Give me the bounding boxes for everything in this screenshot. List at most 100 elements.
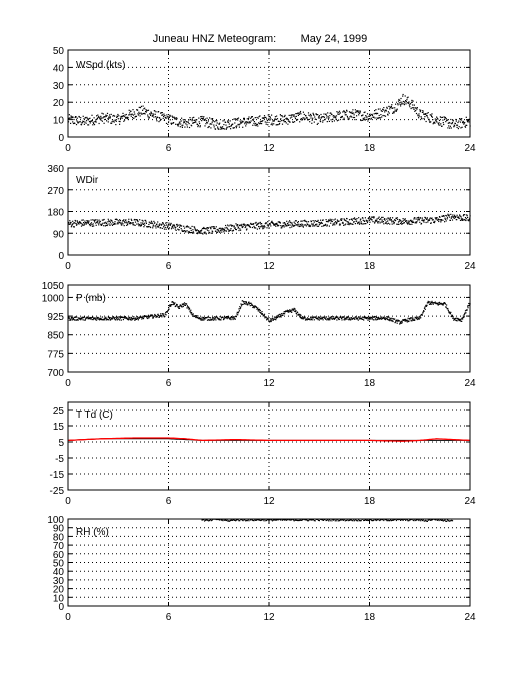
data-point	[345, 114, 347, 116]
data-point	[442, 122, 444, 124]
data-point	[296, 519, 298, 521]
data-point	[365, 223, 367, 225]
data-point	[428, 120, 431, 122]
data-point	[256, 223, 258, 225]
data-point	[98, 224, 100, 226]
data-point	[325, 220, 328, 223]
data-point	[387, 217, 389, 219]
data-point	[401, 103, 403, 105]
data-point	[387, 319, 389, 321]
data-point	[96, 316, 98, 319]
data-point	[274, 224, 276, 226]
data-point	[465, 124, 467, 126]
data-point	[199, 126, 201, 128]
data-point	[464, 219, 466, 221]
data-point	[395, 321, 397, 323]
data-point	[338, 318, 340, 320]
data-point	[397, 223, 399, 225]
data-point	[230, 317, 232, 319]
data-point	[194, 315, 196, 317]
data-point	[125, 221, 127, 223]
data-point	[204, 231, 206, 233]
data-point	[111, 224, 114, 226]
data-point	[238, 310, 240, 312]
data-point	[390, 219, 392, 221]
data-point	[333, 316, 335, 318]
data-point	[361, 317, 363, 319]
data-point	[366, 222, 369, 224]
data-point	[245, 520, 247, 522]
data-point	[412, 317, 414, 319]
data-point	[448, 214, 450, 216]
data-point	[406, 221, 408, 224]
data-point	[152, 224, 155, 226]
data-point	[278, 120, 280, 122]
data-point	[206, 122, 209, 124]
data-point	[111, 220, 113, 222]
data-point	[71, 117, 73, 119]
data-point	[219, 316, 221, 318]
data-point	[421, 217, 423, 219]
data-point	[234, 122, 236, 124]
data-point	[86, 118, 88, 120]
data-point	[253, 122, 255, 124]
data-point	[463, 214, 465, 216]
x-tick-label: 6	[166, 496, 172, 507]
data-point	[297, 519, 299, 522]
data-point	[462, 215, 464, 217]
panel-label: WDir	[76, 175, 99, 186]
data-point	[315, 220, 317, 222]
data-point	[334, 218, 336, 220]
data-point	[450, 118, 452, 121]
data-point	[208, 520, 210, 522]
data-point	[79, 220, 81, 223]
data-point	[404, 219, 406, 221]
data-point	[425, 305, 428, 307]
data-point	[122, 112, 124, 114]
data-point	[137, 114, 139, 116]
data-point	[414, 217, 416, 219]
data-point	[450, 315, 452, 318]
data-point	[463, 123, 465, 125]
data-point	[340, 219, 343, 221]
data-point	[362, 318, 364, 320]
data-point	[203, 226, 205, 229]
data-point	[396, 108, 398, 110]
data-point	[328, 117, 330, 119]
data-point	[258, 116, 260, 118]
data-point	[175, 226, 177, 228]
data-point	[88, 220, 90, 222]
data-point	[97, 220, 99, 222]
data-point	[422, 219, 424, 221]
data-point	[162, 222, 164, 224]
data-point	[245, 125, 247, 127]
data-point	[207, 120, 209, 122]
data-point	[390, 105, 392, 107]
data-point	[399, 323, 401, 325]
data-point	[233, 317, 235, 319]
data-point	[198, 121, 200, 123]
data-point	[276, 223, 278, 225]
data-point	[163, 224, 165, 226]
data-point	[330, 220, 333, 222]
data-point	[400, 322, 402, 324]
data-point	[301, 318, 303, 320]
data-point	[321, 519, 323, 521]
data-point	[118, 316, 120, 318]
data-point	[172, 301, 174, 303]
data-point	[333, 120, 335, 122]
data-point	[305, 519, 307, 521]
data-point	[181, 306, 183, 308]
data-point	[108, 117, 110, 119]
data-point	[276, 118, 279, 120]
data-point	[357, 520, 359, 522]
data-point	[212, 226, 214, 228]
data-point	[178, 229, 180, 231]
data-point	[235, 228, 237, 230]
data-point	[165, 228, 167, 230]
data-point	[176, 117, 178, 119]
data-point	[410, 220, 413, 223]
data-point	[335, 316, 337, 318]
data-point	[468, 304, 470, 306]
